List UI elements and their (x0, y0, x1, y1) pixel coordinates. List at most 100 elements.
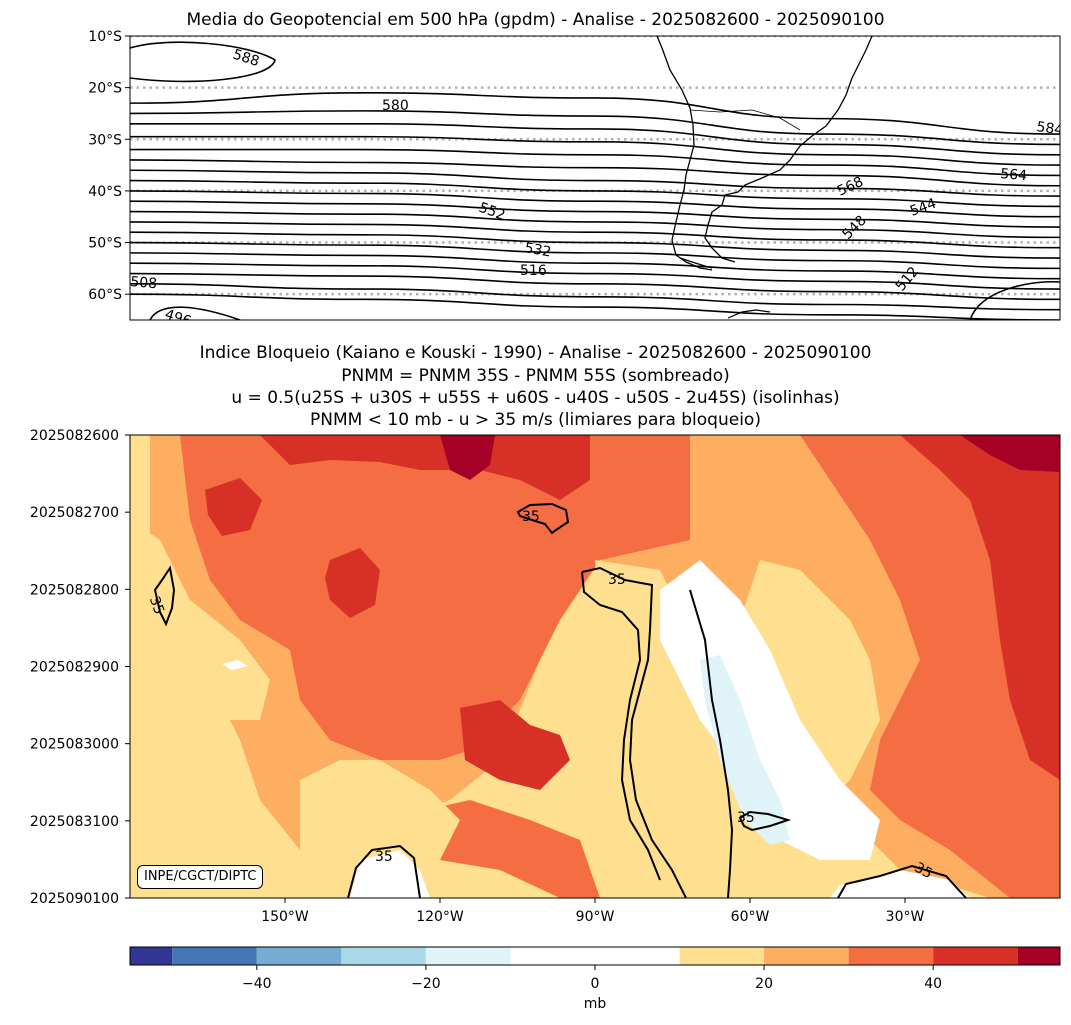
u35-label-5: 35 (375, 849, 393, 865)
colorbar: −40 −20 0 20 40 (129, 946, 1061, 992)
blocking-index-panel: 35 35 35 35 35 35 2025082600202508270020… (30, 428, 1061, 925)
date-tick-label-0: 2025082600 (30, 428, 119, 444)
u35-contour-south-east (837, 864, 967, 898)
u35-contour-labels: 35 35 35 35 35 35 (146, 509, 935, 882)
u35-contour-central (581, 566, 687, 898)
shade-10-20-central (595, 560, 760, 898)
geopotential-contour-564 (130, 148, 1060, 177)
date-tick-label-3: 2025082900 (30, 660, 119, 676)
shade-40-50-east (900, 435, 1060, 780)
shade-50-plus-northeast (960, 435, 1060, 472)
colorbar-segment-8 (848, 947, 934, 965)
bottom-chart-title-line3: u = 0.5(u25S + u30S + u55S + u60S - u40S… (231, 388, 840, 408)
date-tick-label-6: 2025090100 (30, 891, 119, 907)
bottom-chart-title-line2: PNMM = PNMM 35S - PNMM 55S (sombreado) (341, 366, 730, 386)
geopotential-contour-528 (130, 241, 1060, 270)
shade-neutral-south-b (830, 870, 970, 898)
colorbar-tick-label-0: −40 (242, 976, 272, 992)
shade-neutral-west-dot (222, 660, 248, 670)
blocking-y-axis: 2025082600 2025082700 2025082800 2025082900… (30, 428, 130, 907)
colorbar-segment-7 (764, 947, 849, 965)
colorbar-segment-4 (425, 947, 511, 965)
colorbar-segment-6 (679, 947, 765, 965)
u35-label-6: 35 (911, 860, 934, 883)
coastline (656, 36, 873, 319)
lat-tick-label-3: 40°S (88, 184, 122, 200)
shade-50-plus-north (440, 435, 495, 480)
u35-contour-small-east (738, 810, 792, 832)
geopotential-label-11: 508 (130, 274, 158, 292)
colorbar-segment-2 (256, 947, 342, 965)
latitude-gridlines (130, 36, 1060, 296)
date-tick-label-4: 2025083000 (30, 737, 119, 753)
south-america-west-coast (656, 36, 713, 271)
shade-10-20-east (740, 560, 880, 800)
geopotential-contour-508 (130, 293, 1060, 320)
lon-tick-label-0: 150°W (261, 909, 309, 925)
geopotential-label-0: 588 (231, 47, 261, 70)
geopotential-contour-588 (130, 41, 276, 83)
u35-label-3: 35 (608, 572, 626, 588)
lon-tick-label-2: 90°W (576, 909, 615, 925)
colorbar-segment-3 (341, 947, 426, 965)
u35-label-4: 35 (737, 810, 755, 826)
geopotential-contour-552 (130, 179, 1060, 208)
geopotential-contour-516 (130, 272, 1060, 301)
colorbar-tick-label-1: −20 (411, 976, 441, 992)
geopotential-contour-496 (149, 306, 241, 320)
lat-tick-label-5: 60°S (88, 287, 122, 303)
geopotential-contour-548 (130, 190, 1060, 218)
lat-tick-label-4: 50°S (88, 236, 122, 252)
u35-contour-central-east (689, 589, 734, 898)
geopotential-label-9: 516 (520, 263, 547, 279)
bottom-chart-title-line1: Indice Bloqueio (Kaiano e Kouski - 1990)… (199, 343, 872, 363)
colorbar-tick-label-4: 40 (924, 976, 942, 992)
geopotential-axes-frame (129, 35, 1061, 321)
top-chart-title: Media do Geopotencial em 500 hPa (gpdm) … (186, 10, 885, 30)
geopotential-contour-east-low (969, 280, 1060, 320)
date-tick-label-1: 2025082700 (30, 505, 119, 521)
shade-neutral-central (660, 560, 880, 860)
lon-tick-label-3: 60°W (731, 909, 770, 925)
geopotential-contour-560 (130, 159, 1060, 187)
colorbar-segment-5 (510, 947, 680, 965)
geopotential-contour-568 (130, 135, 1060, 166)
shade-10-20-west (130, 520, 270, 720)
colorbar-tick-label-3: 20 (755, 976, 773, 992)
geopotential-contour-536 (130, 221, 1060, 249)
credit-label: INPE/CGCT/DIPTC (137, 865, 264, 889)
date-tick-label-2: 2025082800 (30, 582, 119, 598)
blocking-x-axis: 150°W 120°W 90°W 60°W 30°W (261, 898, 924, 925)
geopotential-contour-512 (130, 283, 1060, 311)
bottom-chart-title-line4: PNMM < 10 mb - u > 35 m/s (limiares para… (310, 410, 761, 430)
colorbar-segment-1 (172, 947, 257, 965)
shade-negative-patch (700, 655, 790, 845)
south-america-east-coast (704, 36, 873, 263)
geopotential-y-axis: 10°S 20°S 30°S 40°S 50°S 60°S (88, 29, 130, 303)
blocking-shading (130, 435, 1060, 898)
geopotential-contour-580 (130, 91, 1060, 135)
u35-contour-west (153, 565, 176, 627)
geopotential-contour-556 (130, 169, 1060, 197)
south-america-interior-border (689, 109, 801, 131)
geopotential-label-2: 584 (1035, 119, 1064, 139)
u35-contour-south-west (347, 844, 421, 898)
shade-40-50-patch-c (460, 700, 570, 790)
geopotential-contour-544 (130, 200, 1060, 228)
lon-tick-label-1: 120°W (416, 909, 464, 925)
tierra-del-fuego (679, 257, 713, 269)
geopotential-contour-572 (130, 122, 1060, 156)
lat-tick-label-2: 30°S (88, 132, 122, 148)
geopotential-contour-524 (130, 252, 1060, 280)
shade-40-50-north (260, 435, 590, 500)
geopotential-contour-520 (130, 262, 1060, 290)
geopotential-contour-540 (130, 210, 1060, 239)
shade-neutral-south-a (350, 850, 430, 898)
shade-40-50-patch-a (205, 478, 262, 536)
colorbar-segment-10 (1017, 947, 1060, 965)
geopotential-contour-532 (130, 231, 1060, 259)
u35-label-1: 35 (522, 509, 540, 525)
shade-40-50-patch-b (325, 548, 380, 618)
